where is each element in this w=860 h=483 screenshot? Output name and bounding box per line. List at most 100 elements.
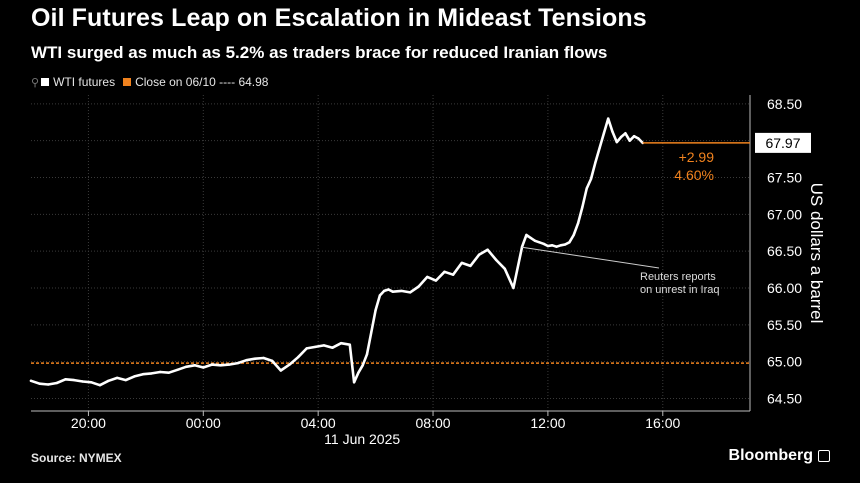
data-point [288, 363, 291, 366]
y-tick-label: 67.00 [767, 206, 802, 222]
legend-swatch-wti [41, 78, 50, 86]
data-point [262, 356, 265, 360]
data-point [38, 382, 41, 385]
change-pct-label: 4.60% [674, 167, 714, 183]
legend-item-close[interactable]: Close on 06/10 ---- 64.98 [123, 75, 268, 89]
y-tick-label: 66.00 [767, 280, 802, 296]
data-point [210, 363, 214, 366]
data-point [348, 343, 351, 346]
x-tick-label: 16:00 [645, 415, 680, 431]
data-point [581, 205, 584, 209]
data-point [426, 275, 429, 279]
y-axis-title: US dollars a barrel [807, 183, 826, 324]
data-point [615, 140, 618, 144]
data-point [602, 132, 606, 135]
x-tick-label: 12:00 [530, 415, 565, 431]
data-point [193, 364, 196, 367]
data-point [279, 369, 282, 372]
data-point [81, 380, 84, 383]
data-point [572, 233, 575, 237]
data-point [495, 258, 498, 262]
data-point [529, 236, 532, 240]
data-point [253, 357, 257, 360]
data-point [460, 261, 463, 265]
date-label: 11 Jun 2025 [324, 431, 400, 447]
annotation-text: on unrest in Iraq [640, 284, 720, 296]
y-tick-label: 67.50 [767, 169, 802, 185]
legend-item-wti[interactable]: ⚲ WTI futures [31, 75, 115, 89]
data-point [477, 253, 481, 256]
data-point [141, 373, 145, 376]
data-point [72, 378, 76, 382]
data-point [55, 381, 58, 385]
data-point [563, 243, 567, 246]
y-tick-label: 64.50 [767, 390, 802, 406]
data-point [391, 290, 394, 293]
legend-label-wti: WTI futures [53, 75, 116, 89]
y-tick-label: 66.50 [767, 243, 802, 259]
data-point [400, 289, 403, 293]
data-point [296, 356, 300, 359]
data-point [271, 359, 274, 363]
data-point [598, 146, 601, 150]
last-value-label: 67.97 [765, 135, 800, 151]
data-point [98, 384, 102, 387]
annotation-text: Reuters reports [640, 271, 716, 283]
data-point [357, 371, 360, 374]
data-point [611, 130, 614, 133]
data-point [245, 359, 248, 362]
data-point [576, 222, 580, 225]
data-point [236, 361, 239, 365]
data-point [176, 368, 179, 371]
data-point [469, 264, 472, 268]
data-point [542, 242, 545, 245]
chart-title: Oil Futures Leap on Escalation in Mideas… [31, 4, 647, 32]
chart-subtitle: WTI surged as much as 5.2% as traders br… [31, 43, 608, 62]
data-point [159, 370, 162, 374]
data-point [383, 289, 386, 293]
data-point [339, 342, 343, 345]
data-point [365, 353, 369, 356]
data-point [116, 376, 119, 380]
data-point [352, 381, 356, 384]
brand-label: Bloomberg [728, 447, 813, 464]
data-point [184, 365, 188, 368]
data-point [314, 345, 317, 349]
data-point [322, 344, 326, 347]
x-tick-label: 04:00 [301, 415, 336, 431]
x-tick-label: 20:00 [71, 415, 106, 431]
data-point [374, 308, 377, 312]
legend-swatch-close [123, 78, 132, 86]
data-point [387, 288, 390, 291]
data-point [378, 294, 382, 297]
data-point [607, 117, 610, 120]
y-tick-label: 65.00 [767, 354, 802, 370]
data-point [538, 241, 541, 244]
data-point [451, 273, 455, 276]
y-tick-label: 65.50 [767, 317, 802, 333]
data-point [503, 267, 506, 270]
data-point [568, 241, 571, 244]
data-point [619, 135, 623, 139]
legend: ⚲ WTI futures Close on 06/10 ---- 64.98 [31, 75, 276, 89]
x-tick-label: 08:00 [416, 415, 451, 431]
annotation-leader [521, 246, 660, 269]
data-point [47, 383, 50, 386]
data-point [512, 286, 515, 290]
data-point [219, 364, 222, 367]
data-point [533, 239, 537, 242]
data-point [107, 379, 110, 382]
data-point [227, 363, 231, 366]
y-tick-label: 68.50 [767, 96, 802, 112]
data-point [632, 135, 636, 138]
data-point [64, 378, 67, 381]
data-point [486, 248, 489, 251]
source-note: Source: NYMEX [31, 451, 122, 465]
pin-icon: ⚲ [31, 76, 40, 89]
data-point [370, 331, 373, 334]
data-point [167, 371, 170, 374]
data-point [555, 245, 558, 248]
data-point [551, 244, 554, 247]
data-point [546, 244, 550, 248]
